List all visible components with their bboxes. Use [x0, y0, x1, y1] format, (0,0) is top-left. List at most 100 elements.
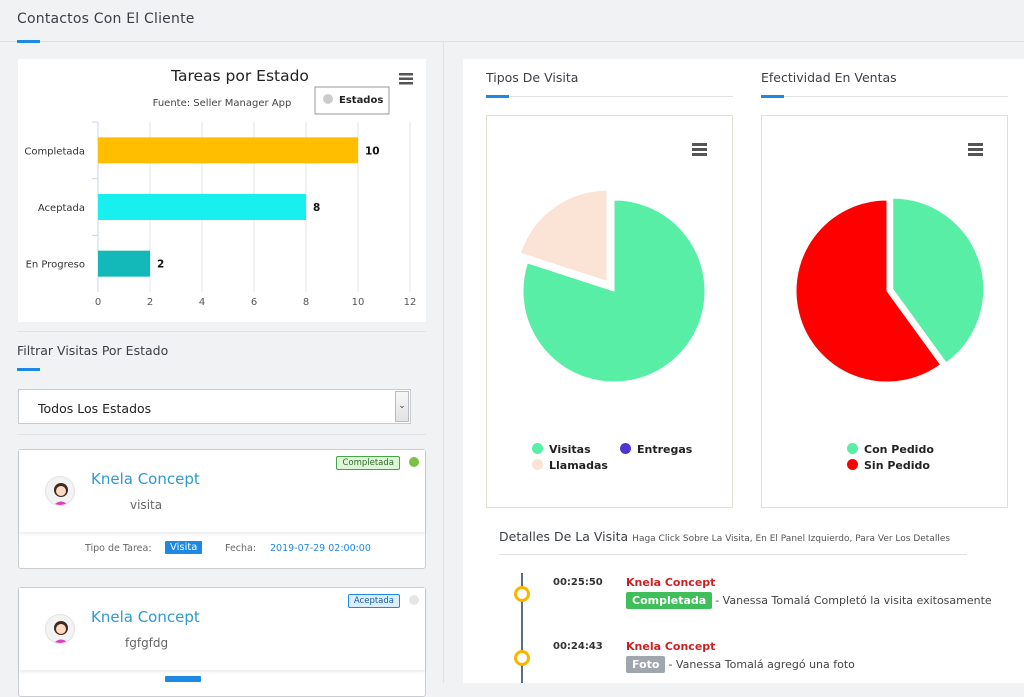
filter-label: Filtrar Visitas Por Estado: [17, 343, 169, 358]
legend-label: Con Pedido: [864, 443, 934, 456]
tipos-visita-title: Tipos De Visita: [486, 70, 579, 85]
state-filter-select[interactable]: Todos Los Estados ⌄: [18, 389, 411, 424]
task-type-label: Tipo de Tarea:: [85, 543, 152, 554]
avatar: [45, 476, 75, 506]
details-title: Detalles De La Visita Haga Click Sobre L…: [499, 529, 950, 544]
timeline-text: - Vanessa Tomalá Completó la visita exit…: [715, 594, 992, 607]
efectividad-chart: Con Pedido Sin Pedido: [761, 115, 1008, 508]
legend-label: Estados: [339, 95, 383, 106]
chevron-down-icon[interactable]: ⌄: [395, 391, 409, 422]
divider: [17, 331, 426, 332]
legend-swatch: [847, 459, 858, 470]
category-label: Completada: [24, 146, 85, 157]
page-title-accent: [17, 40, 40, 43]
hamburger-menu-icon[interactable]: [692, 143, 707, 156]
details-title-text: Detalles De La Visita: [499, 529, 629, 544]
timeline-badge: Completada: [626, 592, 713, 609]
status-dot: [409, 595, 419, 605]
legend-label: Visitas: [549, 443, 591, 456]
visit-card-body: Knela Concept visita Completada: [19, 450, 425, 532]
status-badge: Aceptada: [347, 594, 400, 608]
timeline-text: - Vanessa Tomalá agregó una foto: [668, 658, 855, 671]
x-tick-label: 12: [404, 297, 417, 308]
right-panel: Tipos De Visita Efectividad En Ventas Vi…: [463, 59, 1024, 683]
hamburger-menu-icon-bar: [399, 73, 413, 76]
task-type-tag: Visita: [165, 541, 203, 554]
legend-label: Entregas: [637, 443, 693, 456]
visit-client-name[interactable]: Knela Concept: [91, 608, 200, 626]
tipos-visita-chart: Visitas Entregas Llamadas: [486, 115, 733, 508]
timeline-node: [514, 650, 530, 666]
x-tick-label: 0: [95, 297, 101, 308]
bar: [98, 250, 150, 277]
divider: [486, 96, 733, 97]
timeline-client-name: Knela Concept: [626, 640, 716, 653]
bar: [98, 194, 306, 220]
pie-slice-con-pedido: [892, 197, 985, 364]
hamburger-menu-icon-bar: [399, 82, 413, 85]
legend-swatch: [847, 443, 858, 454]
efectividad-title: Efectividad En Ventas: [761, 70, 897, 85]
pie-slice-sin-pedido: [795, 199, 942, 383]
date-label: Fecha:: [225, 543, 257, 554]
divider: [17, 434, 426, 435]
legend-item-sin-pedido[interactable]: Sin Pedido: [847, 459, 930, 472]
visit-description: visita: [130, 498, 163, 512]
legend-item-visitas[interactable]: Visitas: [532, 443, 591, 456]
timeline-node: [514, 586, 530, 602]
avatar: [45, 614, 75, 644]
legend-swatch: [532, 459, 543, 470]
pie-slice-llamadas: [519, 189, 608, 282]
timeline-event-row: Completada - Vanessa Tomalá Completó la v…: [626, 592, 992, 609]
legend-swatch: [532, 443, 543, 454]
x-tick-label: 6: [251, 297, 257, 308]
visit-card[interactable]: Knela Concept fgfgfdg Aceptada: [18, 587, 426, 697]
hamburger-menu-icon-bar: [399, 77, 413, 80]
visit-description: fgfgfdg: [125, 636, 169, 650]
visit-date: 2019-07-29 02:00:00: [270, 543, 371, 554]
data-label: 2: [157, 259, 164, 271]
legend-item-con-pedido[interactable]: Con Pedido: [847, 443, 934, 456]
x-tick-label: 8: [303, 297, 309, 308]
visit-client-name[interactable]: Knela Concept: [91, 470, 200, 488]
category-label: En Progreso: [26, 260, 85, 271]
page-header: Contactos Con El Cliente: [0, 0, 1024, 42]
legend-item-entregas[interactable]: Entregas: [620, 443, 692, 456]
timeline-time: 00:24:43: [553, 641, 603, 652]
chart-subtitle: Fuente: Seller Manager App: [153, 98, 292, 109]
x-tick-label: 4: [199, 297, 205, 308]
legend-swatch: [323, 94, 333, 104]
state-filter-value: Todos Los Estados: [38, 401, 152, 416]
data-label: 10: [365, 145, 380, 157]
legend-label: Sin Pedido: [864, 459, 930, 472]
filter-accent: [17, 368, 40, 371]
category-label: Aceptada: [38, 203, 85, 214]
task-type-tag: [165, 676, 201, 682]
page-title: Contactos Con El Cliente: [17, 11, 195, 27]
efectividad-pie-svg: [795, 197, 985, 383]
tareas-por-estado-chart: Tareas por Estado Fuente: Seller Manager …: [18, 59, 426, 322]
x-tick-label: 10: [352, 297, 365, 308]
timeline-time: 00:25:50: [553, 577, 603, 588]
visit-card[interactable]: Knela Concept visita Completada Tipo de …: [18, 449, 426, 569]
divider: [499, 554, 967, 555]
tipos-visita-pie-svg: [519, 189, 706, 383]
legend-item-llamadas[interactable]: Llamadas: [532, 459, 608, 472]
status-dot: [409, 457, 419, 467]
timeline-client-name: Knela Concept: [626, 576, 716, 589]
legend-swatch: [620, 443, 631, 454]
hamburger-menu-icon[interactable]: [968, 143, 983, 156]
divider: [761, 96, 1008, 97]
pie-slice-visitas: [522, 199, 706, 383]
column-divider: [443, 42, 444, 683]
legend-label: Llamadas: [549, 459, 608, 472]
chart-title: Tareas por Estado: [170, 67, 309, 85]
efectividad-accent: [761, 95, 784, 98]
details-hint: Haga Click Sobre La Visita, En El Panel …: [632, 534, 951, 544]
tipos-visita-accent: [486, 95, 509, 98]
status-badge: Completada: [336, 456, 400, 470]
timeline-event-row: Foto - Vanessa Tomalá agregó una foto: [626, 656, 855, 673]
bar-chart-svg: Tareas por Estado Fuente: Seller Manager …: [24, 67, 417, 308]
x-tick-label: 2: [147, 297, 153, 308]
data-label: 8: [313, 202, 320, 214]
